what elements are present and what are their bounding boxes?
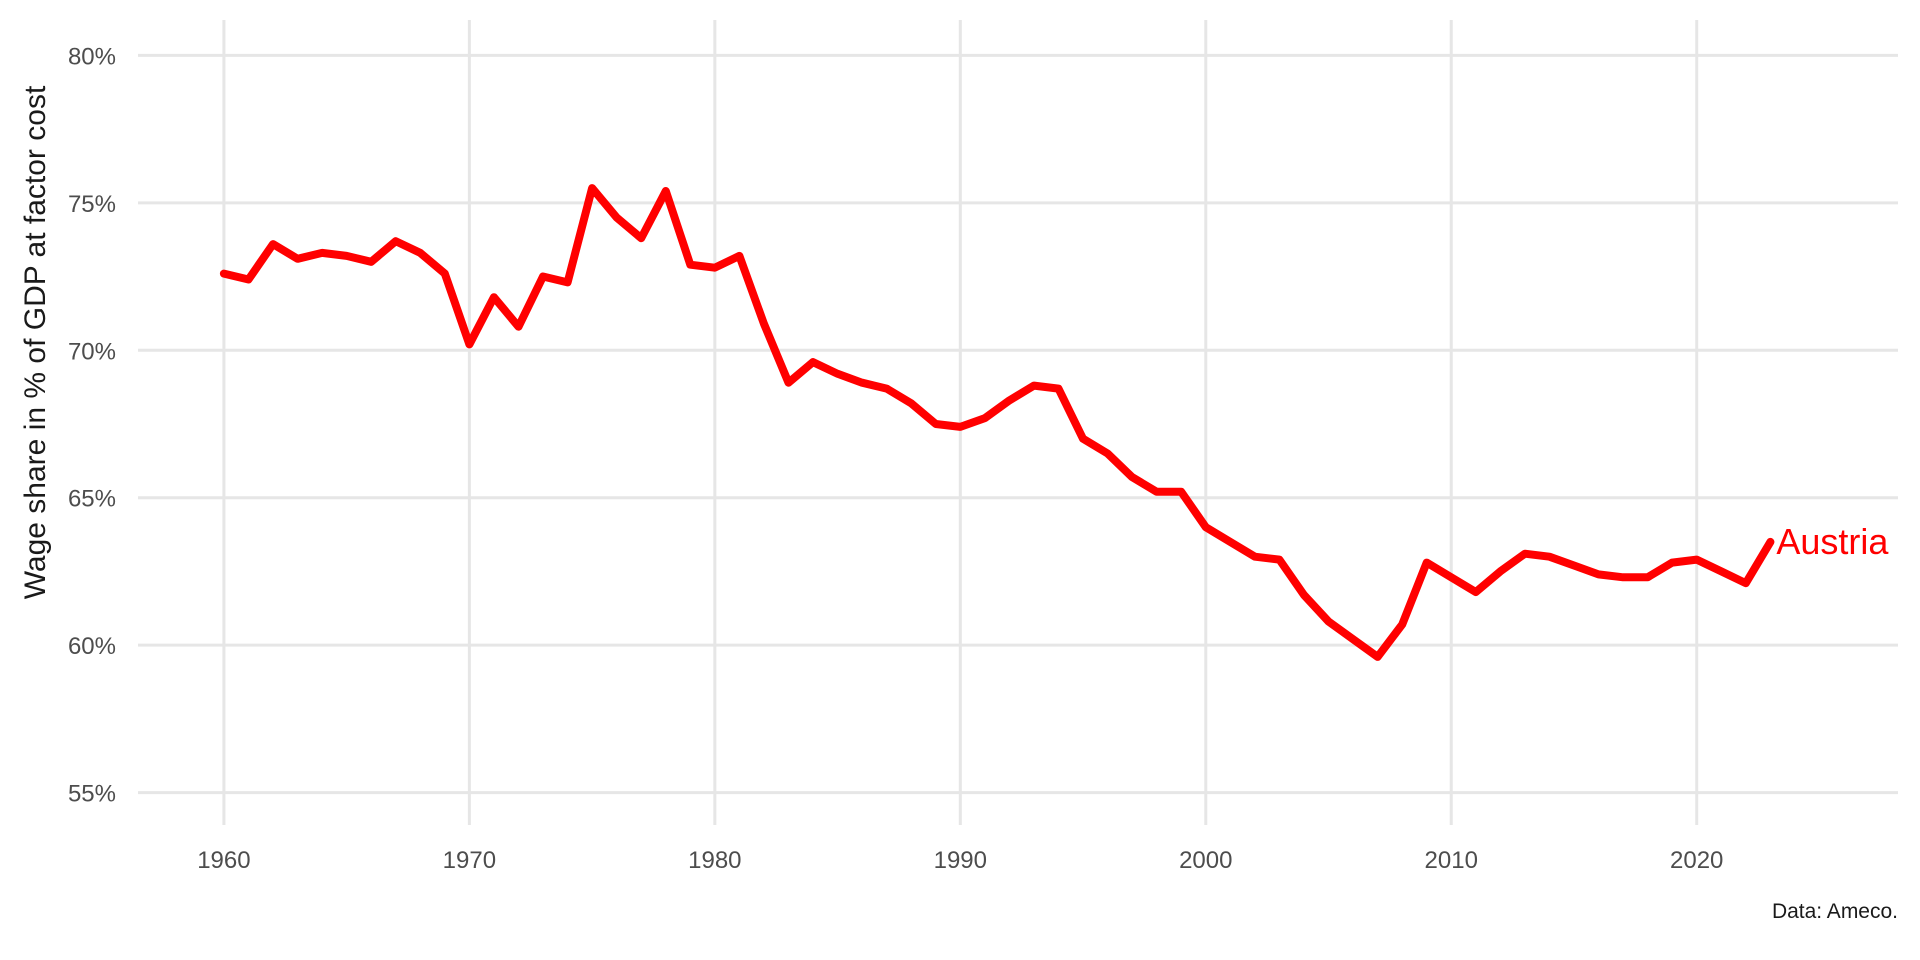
y-tick-label: 60% bbox=[68, 633, 116, 660]
gridlines bbox=[138, 20, 1898, 825]
x-tick-label: 2020 bbox=[1670, 847, 1723, 874]
y-tick-label: 70% bbox=[68, 338, 116, 365]
series-lines bbox=[219, 184, 1775, 661]
series-labels: Austria bbox=[1776, 521, 1889, 562]
x-tick-label: 2000 bbox=[1179, 847, 1232, 874]
x-tick-label: 2010 bbox=[1425, 847, 1478, 874]
series-label: Austria bbox=[1776, 521, 1889, 562]
series-line-austria bbox=[219, 184, 1775, 661]
x-tick-label: 1990 bbox=[934, 847, 987, 874]
x-tick-label: 1980 bbox=[688, 847, 741, 874]
y-tick-label: 75% bbox=[68, 191, 116, 218]
y-axis-title: Wage share in % of GDP at factor cost bbox=[19, 85, 52, 599]
y-tick-labels: 55% 60% 65% 70% 75% 80% bbox=[68, 43, 116, 807]
x-tick-labels: 1960 1970 1980 1990 2000 2010 2020 bbox=[197, 847, 1723, 874]
x-tick-label: 1960 bbox=[197, 847, 250, 874]
data-source-caption: Data: Ameco. bbox=[1772, 900, 1898, 923]
y-tick-label: 80% bbox=[68, 43, 116, 70]
x-tick-label: 1970 bbox=[443, 847, 496, 874]
y-tick-label: 55% bbox=[68, 781, 116, 808]
y-tick-label: 65% bbox=[68, 486, 116, 513]
